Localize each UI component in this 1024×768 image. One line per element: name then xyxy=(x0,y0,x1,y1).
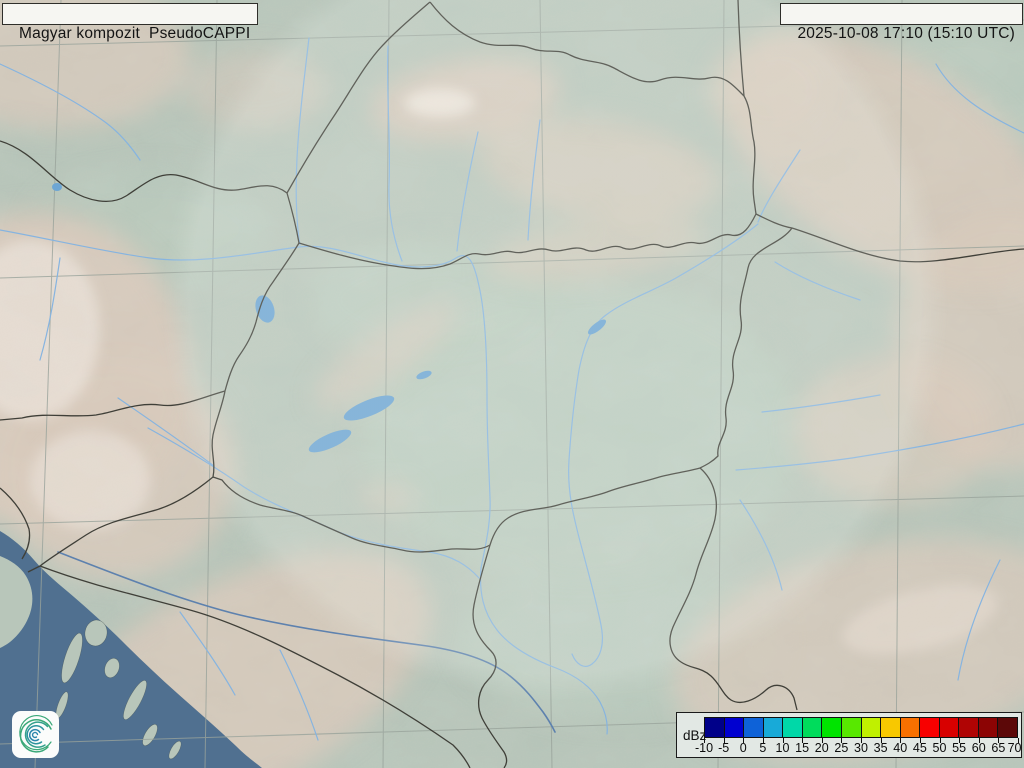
legend-tick-label: 70 xyxy=(1007,741,1022,755)
spiral-logo-icon xyxy=(19,715,53,753)
border-hr-ba xyxy=(39,565,471,768)
legend-tick-label: 50 xyxy=(932,741,947,755)
legend-tick-label: 5 xyxy=(759,741,767,755)
legend-tick-label: 55 xyxy=(952,741,967,755)
legend-tick-label: 60 xyxy=(971,741,986,755)
legend-cell xyxy=(762,718,783,737)
legend-cell xyxy=(801,718,822,737)
legend-tick-mark xyxy=(919,738,921,743)
legend-tick-label: 30 xyxy=(854,741,868,755)
product-title: Magyar kompozit PseudoCAPPI xyxy=(19,25,251,42)
legend-tick-mark xyxy=(704,738,705,743)
legend-cell xyxy=(860,718,881,737)
river-inn xyxy=(0,63,141,161)
lake-small-alpine xyxy=(52,183,62,191)
adriatic-sea xyxy=(0,531,262,768)
istria-peninsula xyxy=(0,556,33,648)
legend-cell xyxy=(743,718,763,737)
legend-tick-label: 15 xyxy=(795,741,810,755)
legend-tick-mark xyxy=(998,738,1000,743)
legend-tick-label: 65 xyxy=(991,741,1006,755)
legend-cell xyxy=(938,718,959,737)
river-enns xyxy=(39,257,61,361)
timestamp: 2025-10-08 17:10 (15:10 UTC) xyxy=(797,25,1015,42)
legend-cell xyxy=(899,718,920,737)
legend-tick-mark xyxy=(821,738,823,743)
legend-tick-mark xyxy=(723,738,725,743)
legend-tick-mark xyxy=(743,738,745,743)
legend-color-bar xyxy=(704,717,1018,738)
legend-cell xyxy=(919,718,939,737)
legend-cell xyxy=(723,718,744,737)
legend-tick-label: 40 xyxy=(893,741,908,755)
legend-tick-label: 35 xyxy=(873,741,888,755)
legend-tick-mark xyxy=(978,738,980,743)
legend-tick-mark xyxy=(880,738,882,743)
border-si-hr xyxy=(27,476,214,573)
legend-cell xyxy=(840,718,861,737)
legend-tick-mark xyxy=(959,738,961,743)
legend-tick-mark xyxy=(939,738,941,743)
river-vrbas xyxy=(279,649,319,741)
hungaromet-logo xyxy=(12,711,59,758)
legend-cell xyxy=(880,718,900,737)
timestamp-box: 2025-10-08 17:10 (15:10 UTC) xyxy=(780,3,1023,42)
dbz-legend-panel: dBz -10 -5 0 5 10 15 20 25 30 35 40 45 50 55 60 65 70 xyxy=(676,712,1022,758)
legend-tick-label: -5 xyxy=(718,741,730,755)
legend-tick-mark xyxy=(900,738,902,743)
legend-tick-label: 45 xyxy=(912,741,927,755)
legend-tick-mark xyxy=(1018,738,1019,743)
legend-tick-mark xyxy=(762,738,764,743)
river-olt xyxy=(957,559,1001,681)
legend-cell xyxy=(705,718,724,737)
legend-tick-label: 10 xyxy=(775,741,790,755)
legend-cell xyxy=(821,718,841,737)
legend-tick-label: 25 xyxy=(834,741,849,755)
border-it-si xyxy=(0,487,31,560)
radar-coverage-circle xyxy=(161,0,949,702)
product-title-box: Magyar kompozit PseudoCAPPI xyxy=(2,3,259,42)
river-northeast xyxy=(935,63,1024,134)
river-una xyxy=(179,611,236,696)
legend-tick-mark xyxy=(782,738,784,743)
legend-cell xyxy=(977,718,998,737)
legend-tick-mark xyxy=(802,738,804,743)
legend-cell xyxy=(997,718,1017,737)
legend-tick-label: -10 xyxy=(694,741,714,755)
legend-unit-label: dBz xyxy=(683,728,707,743)
legend-tick-label: 20 xyxy=(814,741,829,755)
legend-tick-mark xyxy=(861,738,862,743)
legend-cell xyxy=(782,718,802,737)
adriatic-islands xyxy=(55,619,182,760)
legend-tick-mark xyxy=(841,738,843,743)
legend-tick-label: 0 xyxy=(739,741,747,755)
legend-cell xyxy=(958,718,978,737)
